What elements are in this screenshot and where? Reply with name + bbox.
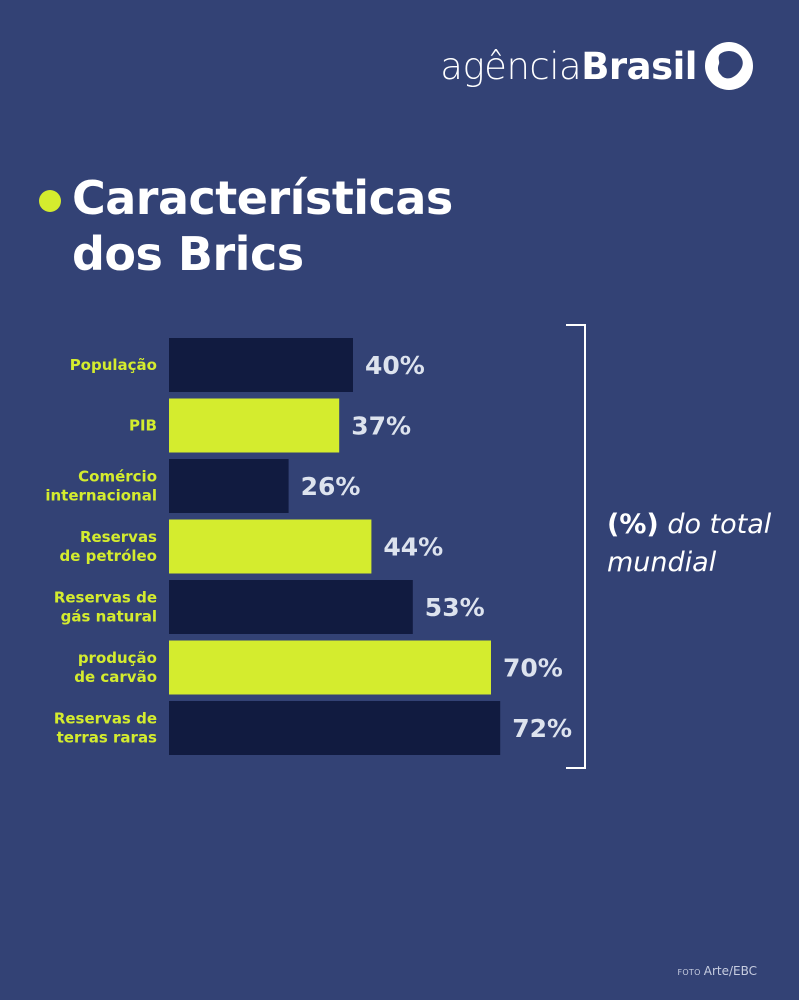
category-label-5-line-1: de carvão (74, 668, 157, 686)
page-title: Características dos Brics (72, 170, 453, 282)
bar-3 (169, 519, 372, 574)
category-label-1: PIB (129, 417, 157, 435)
unit-note-text-2: mundial (607, 547, 717, 578)
category-label-2-line-0: Comércio (78, 468, 157, 486)
value-label-5: 70% (503, 654, 563, 683)
category-label-3-line-0: Reservas (80, 528, 157, 546)
category-label-3: Reservas de petróleo (59, 528, 157, 565)
credit-text: Arte/EBC (703, 964, 757, 978)
chart-bracket (566, 324, 586, 769)
category-label-3-line-1: de petróleo (59, 547, 157, 565)
category-label-2: Comércio internacional (45, 468, 157, 505)
bar-2 (169, 459, 289, 513)
bars-group: 40% População 37% PIB 26% Comércio internacion… (45, 338, 572, 755)
category-label-6-line-0: Reservas de (54, 710, 157, 728)
category-label-4-line-0: Reservas de (54, 589, 157, 607)
category-label-1-line-0: PIB (129, 417, 157, 435)
bar-0 (169, 338, 353, 392)
bar-4 (169, 580, 413, 634)
unit-note: (%) do total mundial (607, 506, 771, 582)
value-label-1: 37% (351, 412, 411, 441)
category-label-6-line-1: terras raras (57, 729, 157, 747)
value-label-0: 40% (365, 351, 425, 380)
bar-1 (169, 398, 340, 453)
category-label-0: População (70, 356, 157, 374)
title-line-2: dos Brics (72, 227, 304, 281)
brazil-map-icon (705, 42, 753, 90)
title-line-1: Características (72, 171, 453, 225)
brand-name-bold: Brasil (581, 44, 697, 88)
category-label-0-line-0: População (70, 356, 157, 374)
unit-note-paren: (%) (607, 509, 659, 540)
category-label-6: Reservas de terras raras (54, 710, 157, 747)
credit-prefix: FOTO (677, 968, 701, 977)
value-label-2: 26% (301, 472, 361, 501)
category-label-4: Reservas de gás natural (54, 589, 157, 626)
bar-5 (169, 640, 491, 695)
value-label-6: 72% (512, 714, 572, 743)
photo-credit: FOTO Arte/EBC (677, 964, 757, 978)
category-label-5: produção de carvão (74, 649, 157, 686)
title-bullet (39, 190, 61, 212)
bar-6 (169, 701, 501, 755)
category-label-4-line-1: gás natural (61, 608, 157, 626)
category-label-2-line-1: internacional (45, 487, 157, 505)
brand-name-light: agência (440, 44, 582, 88)
value-label-4: 53% (425, 593, 485, 622)
category-label-5-line-0: produção (78, 649, 157, 667)
brand-logo: agência Brasil (440, 40, 755, 92)
value-label-3: 44% (383, 533, 443, 562)
unit-note-text-1: do total (658, 509, 772, 540)
